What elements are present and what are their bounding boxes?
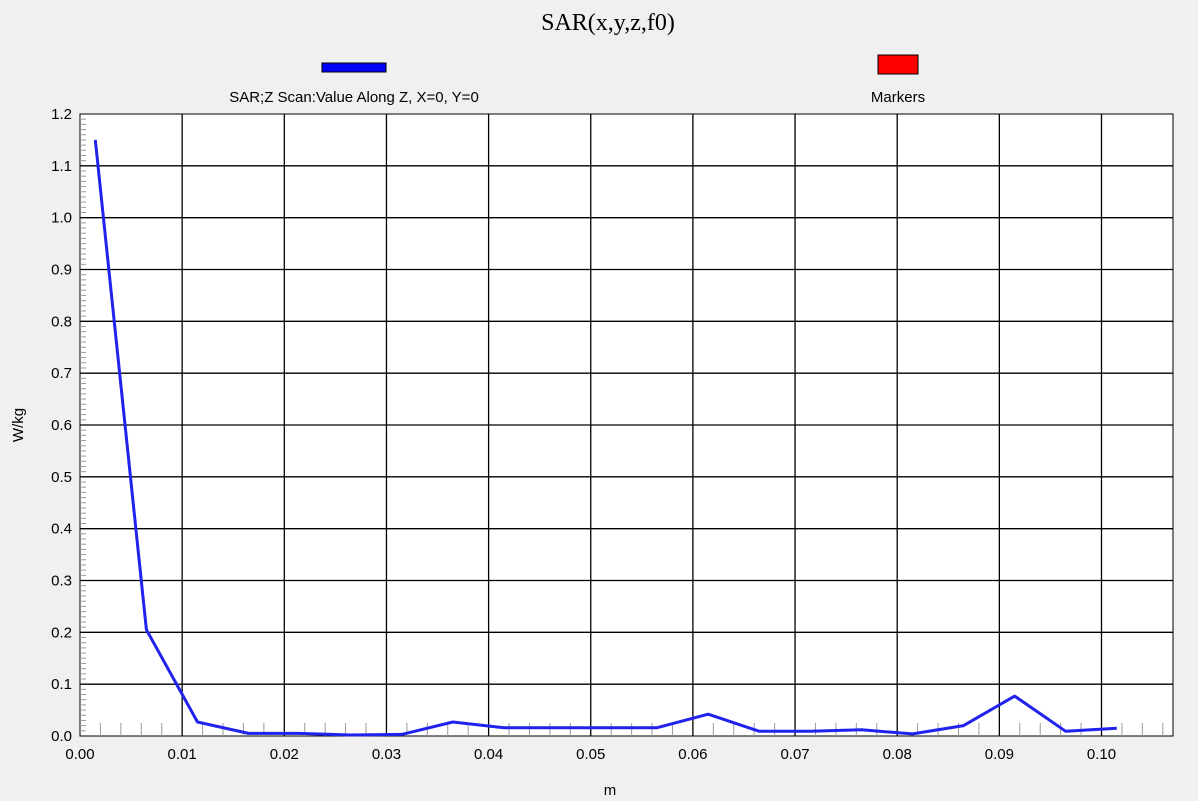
y-tick-label: 0.3 [51, 573, 72, 590]
y-tick-label: 0.0 [51, 728, 72, 745]
x-tick-label: 0.08 [883, 746, 912, 763]
legend-swatch-markers [877, 54, 919, 75]
y-tick-label: 0.2 [51, 624, 72, 641]
y-tick-label: 0.1 [51, 676, 72, 693]
x-tick-label: 0.06 [678, 746, 707, 763]
grid-lines [80, 114, 1173, 736]
series-layer [93, 139, 1117, 737]
x-tick-label: 0.07 [780, 746, 809, 763]
x-tick-labels: 0.00 0.01 0.02 0.03 0.04 0.05 0.06 0.07 0.08 0.09… [65, 746, 1116, 763]
x-tick-label: 0.10 [1087, 746, 1116, 763]
series-line [93, 139, 1117, 737]
chart-title: SAR(x,y,z,f0) [541, 10, 675, 36]
y-tick-labels: 0.0 0.1 0.2 0.3 0.4 0.5 0.6 0.7 0.8 0.9 1.0 1.1 1.2 [51, 106, 72, 745]
x-tick-label: 0.05 [576, 746, 605, 763]
x-tick-label: 0.09 [985, 746, 1014, 763]
y-tick-label: 0.5 [51, 469, 72, 486]
legend-swatch-sar [321, 62, 387, 73]
y-tick-label: 0.6 [51, 417, 72, 434]
y-axis-label: W/kg [10, 408, 27, 442]
y-tick-label: 1.2 [51, 106, 72, 123]
x-tick-label: 0.02 [270, 746, 299, 763]
y-tick-label: 0.7 [51, 365, 72, 382]
x-tick-label: 0.00 [65, 746, 94, 763]
y-tick-label: 0.9 [51, 262, 72, 279]
y-tick-label: 0.8 [51, 313, 72, 330]
x-tick-label: 0.01 [168, 746, 197, 763]
x-tick-label: 0.03 [372, 746, 401, 763]
x-axis-label: m [604, 782, 617, 799]
y-tick-label: 0.4 [51, 521, 72, 538]
y-tick-label: 1.0 [51, 210, 72, 227]
y-tick-label: 1.1 [51, 158, 72, 175]
legend-label-sar: SAR;Z Scan:Value Along Z, X=0, Y=0 [229, 89, 479, 106]
legend-label-markers: Markers [871, 89, 925, 106]
x-tick-label: 0.04 [474, 746, 503, 763]
